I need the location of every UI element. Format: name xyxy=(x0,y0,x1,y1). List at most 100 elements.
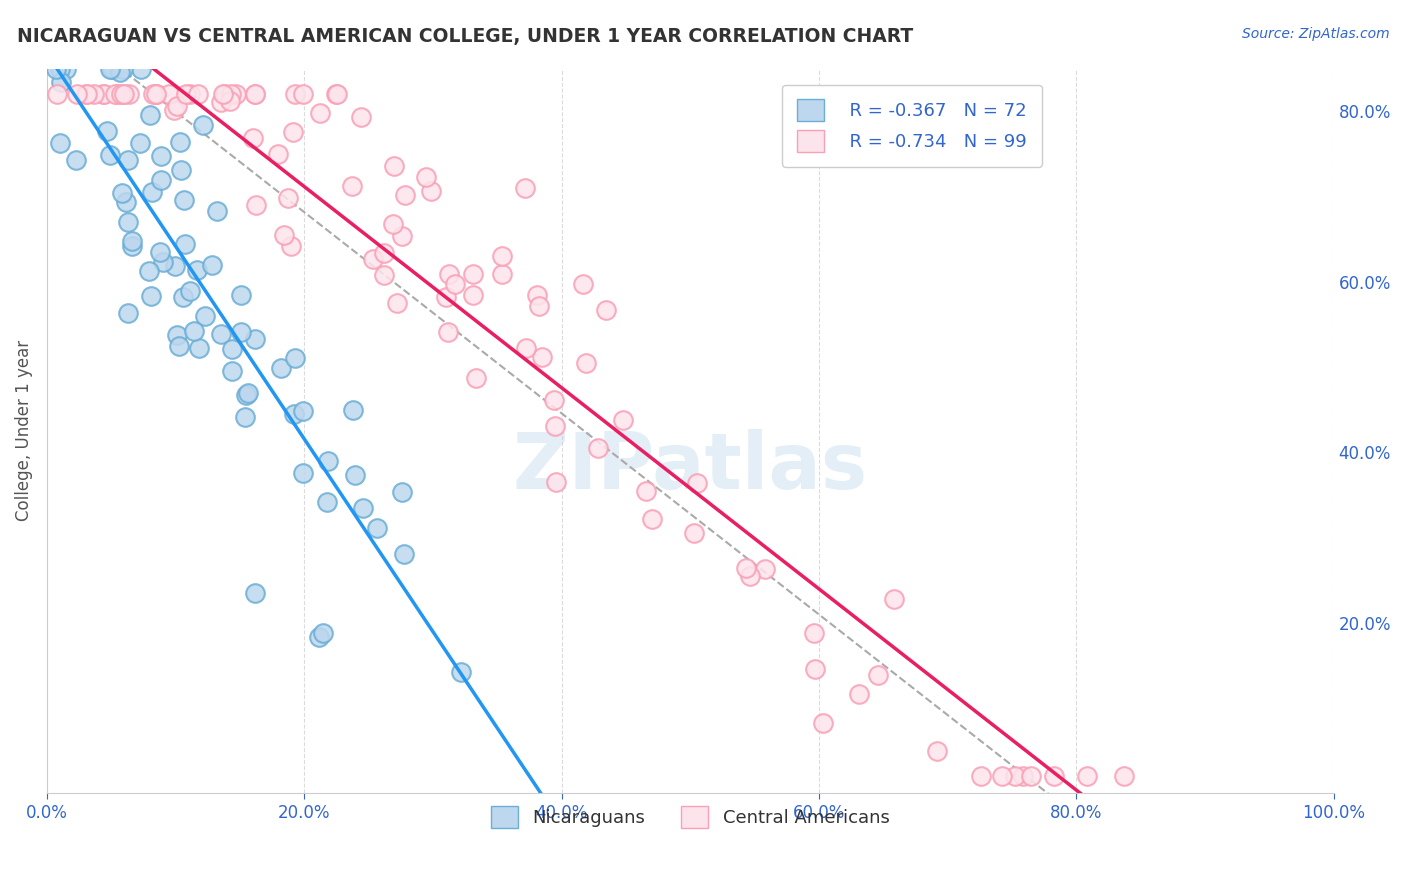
Point xyxy=(235,388,257,402)
Point xyxy=(281,125,304,139)
Point xyxy=(1112,769,1135,783)
Point xyxy=(291,467,314,481)
Point xyxy=(49,75,72,89)
Point xyxy=(340,179,363,194)
Point xyxy=(515,341,537,355)
Point xyxy=(75,87,97,101)
Point xyxy=(91,87,114,101)
Point xyxy=(142,87,165,101)
Point xyxy=(55,62,77,76)
Point xyxy=(207,204,229,219)
Point xyxy=(444,277,467,291)
Point xyxy=(318,454,340,468)
Point xyxy=(149,244,172,259)
Point xyxy=(111,186,134,200)
Point xyxy=(342,402,364,417)
Point xyxy=(575,356,598,370)
Point xyxy=(588,441,610,455)
Point xyxy=(174,87,197,101)
Point xyxy=(166,328,188,343)
Point xyxy=(530,350,553,364)
Point xyxy=(636,484,658,499)
Point xyxy=(186,263,208,277)
Point xyxy=(138,264,160,278)
Legend: Nicaraguans, Central Americans: Nicaraguans, Central Americans xyxy=(484,798,897,835)
Point xyxy=(209,326,232,341)
Text: NICARAGUAN VS CENTRAL AMERICAN COLLEGE, UNDER 1 YEAR CORRELATION CHART: NICARAGUAN VS CENTRAL AMERICAN COLLEGE, … xyxy=(17,27,912,45)
Point xyxy=(315,495,337,509)
Point xyxy=(105,87,128,101)
Point xyxy=(754,562,776,576)
Point xyxy=(129,62,152,76)
Point xyxy=(104,87,127,101)
Point xyxy=(394,188,416,202)
Point xyxy=(117,215,139,229)
Point xyxy=(173,193,195,207)
Point xyxy=(325,87,347,101)
Point xyxy=(163,260,186,274)
Point xyxy=(233,409,256,424)
Point xyxy=(242,130,264,145)
Point xyxy=(434,290,457,304)
Point xyxy=(284,351,307,366)
Point xyxy=(280,239,302,253)
Point xyxy=(1012,769,1035,783)
Point xyxy=(149,149,172,163)
Point xyxy=(145,87,167,101)
Point xyxy=(245,87,267,101)
Point xyxy=(141,185,163,199)
Point xyxy=(292,404,315,418)
Point xyxy=(121,234,143,248)
Point xyxy=(382,217,405,231)
Point xyxy=(152,255,174,269)
Point xyxy=(221,343,243,357)
Point xyxy=(419,184,441,198)
Point xyxy=(270,360,292,375)
Point xyxy=(848,687,870,701)
Point xyxy=(1019,769,1042,783)
Point xyxy=(93,87,115,101)
Point xyxy=(361,252,384,267)
Point xyxy=(103,62,125,76)
Point xyxy=(366,521,388,535)
Point xyxy=(221,363,243,377)
Point xyxy=(111,62,134,76)
Point xyxy=(179,87,201,101)
Point xyxy=(811,715,834,730)
Point xyxy=(283,407,305,421)
Point xyxy=(612,413,634,427)
Point xyxy=(218,94,240,108)
Point xyxy=(312,625,335,640)
Point xyxy=(991,769,1014,783)
Point xyxy=(544,419,567,434)
Point xyxy=(179,284,201,298)
Point xyxy=(463,267,485,281)
Point xyxy=(101,62,124,76)
Point xyxy=(118,87,141,101)
Point xyxy=(373,268,395,282)
Point xyxy=(96,124,118,138)
Point xyxy=(1076,769,1098,783)
Point xyxy=(382,159,405,173)
Point xyxy=(157,87,180,101)
Point xyxy=(98,148,121,162)
Point xyxy=(572,277,595,292)
Point xyxy=(277,191,299,205)
Point xyxy=(231,325,253,339)
Point xyxy=(193,118,215,132)
Point xyxy=(437,325,460,339)
Point xyxy=(437,267,460,281)
Point xyxy=(350,111,373,125)
Point xyxy=(352,500,374,515)
Point xyxy=(273,228,295,243)
Point xyxy=(641,512,664,526)
Point xyxy=(209,95,232,109)
Point xyxy=(139,289,162,303)
Point xyxy=(174,236,197,251)
Point xyxy=(491,267,513,281)
Point xyxy=(385,296,408,310)
Text: Source: ZipAtlas.com: Source: ZipAtlas.com xyxy=(1241,27,1389,41)
Point xyxy=(543,392,565,407)
Point xyxy=(513,180,536,194)
Point xyxy=(546,475,568,489)
